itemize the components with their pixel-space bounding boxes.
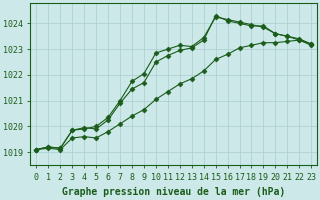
- X-axis label: Graphe pression niveau de la mer (hPa): Graphe pression niveau de la mer (hPa): [62, 187, 285, 197]
